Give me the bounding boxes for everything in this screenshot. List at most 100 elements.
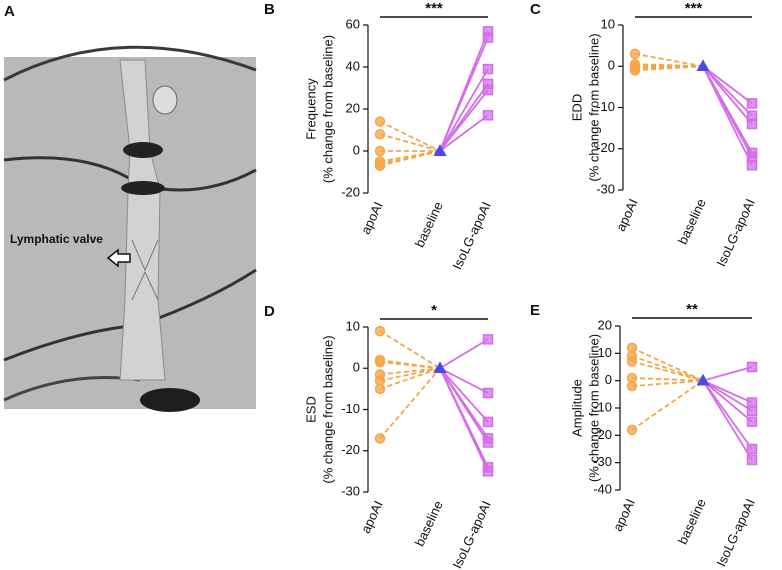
y-tick-label: -20 bbox=[341, 442, 360, 457]
point bbox=[374, 325, 386, 337]
pair-line bbox=[631, 355, 704, 382]
panel-letter: D bbox=[264, 303, 275, 320]
point bbox=[746, 118, 758, 130]
pair-line bbox=[631, 379, 704, 431]
pair-line bbox=[439, 89, 489, 152]
x-tick-label: IsoLG-apoAI bbox=[449, 199, 493, 271]
y-axis-label: ESD bbox=[303, 396, 318, 423]
significance: ** bbox=[686, 301, 698, 318]
y-tick-label: -30 bbox=[341, 483, 360, 498]
point bbox=[482, 466, 494, 477]
panel-letter: B bbox=[264, 1, 275, 18]
significance: *** bbox=[425, 0, 443, 17]
y-tick-label: -20 bbox=[341, 184, 360, 199]
x-tick-label: baseline bbox=[675, 496, 709, 546]
point bbox=[374, 160, 386, 171]
pair-line bbox=[439, 367, 489, 472]
point bbox=[746, 160, 758, 171]
point bbox=[626, 380, 638, 392]
y-tick-label: -20 bbox=[596, 140, 615, 155]
point bbox=[482, 416, 494, 428]
pair-line bbox=[702, 380, 753, 450]
annotation: Lymphatic valve bbox=[10, 232, 103, 246]
pair-line bbox=[439, 367, 489, 443]
point bbox=[696, 59, 710, 71]
point bbox=[374, 433, 386, 444]
point bbox=[746, 416, 758, 427]
point bbox=[626, 356, 638, 367]
significance: *** bbox=[685, 0, 703, 17]
y-tick-label: 0 bbox=[605, 372, 612, 387]
pair-line bbox=[439, 37, 489, 152]
y-tick-label: 20 bbox=[346, 100, 360, 115]
x-tick-label: apoAI bbox=[613, 196, 641, 233]
point bbox=[626, 424, 638, 436]
y-axis-label: EDD bbox=[569, 94, 584, 121]
y-tick-label: 20 bbox=[598, 317, 612, 332]
y-tick-label: -30 bbox=[593, 454, 612, 469]
y-axis-label: (% change from baseline) bbox=[586, 334, 601, 482]
pair-line bbox=[631, 379, 704, 388]
pair-line bbox=[702, 379, 753, 404]
panel-letter: E bbox=[530, 302, 540, 319]
point bbox=[482, 334, 494, 345]
x-tick-label: baseline bbox=[412, 199, 446, 249]
y-tick-label: 0 bbox=[353, 360, 360, 375]
pair-line bbox=[439, 338, 489, 370]
y-axis-label: (% change from baseline) bbox=[320, 35, 335, 183]
y-tick-label: 0 bbox=[353, 142, 360, 157]
x-tick-label: baseline bbox=[675, 196, 709, 246]
y-tick-label: -10 bbox=[593, 399, 612, 414]
panel-letter: A bbox=[4, 3, 15, 20]
pair-line bbox=[702, 65, 753, 125]
y-tick-label: 0 bbox=[608, 58, 615, 73]
point bbox=[746, 361, 758, 373]
point bbox=[374, 116, 386, 127]
point bbox=[482, 32, 494, 43]
point bbox=[482, 437, 494, 448]
point bbox=[696, 374, 710, 386]
pair-line bbox=[379, 133, 441, 152]
y-tick-label: 10 bbox=[346, 318, 360, 333]
y-tick-label: -40 bbox=[593, 481, 612, 496]
pair-line bbox=[379, 330, 441, 370]
pair-line bbox=[379, 367, 441, 376]
y-tick-label: -10 bbox=[596, 99, 615, 114]
pair-line bbox=[379, 120, 441, 152]
pair-line bbox=[379, 367, 441, 382]
point bbox=[482, 63, 494, 75]
x-tick-label: apoAI bbox=[610, 496, 638, 533]
x-tick-label: IsoLG-apoAI bbox=[449, 498, 493, 570]
x-tick-label: IsoLG-apoAI bbox=[713, 196, 757, 268]
y-tick-label: -20 bbox=[593, 427, 612, 442]
x-tick-label: IsoLG-apoAI bbox=[713, 496, 757, 568]
y-axis-label: Frequency bbox=[303, 78, 318, 140]
point bbox=[746, 98, 758, 109]
x-tick-label: baseline bbox=[412, 498, 446, 548]
pair-line bbox=[631, 347, 704, 382]
pair-line bbox=[631, 377, 704, 382]
pair-line bbox=[439, 114, 489, 152]
pair-line bbox=[439, 367, 489, 394]
point bbox=[482, 84, 494, 96]
point bbox=[746, 443, 758, 455]
pair-line bbox=[702, 379, 753, 412]
x-tick-label: apoAI bbox=[358, 199, 386, 236]
pair-line bbox=[702, 379, 753, 423]
panel-letter: C bbox=[530, 1, 541, 18]
point bbox=[629, 48, 641, 60]
x-tick-label: apoAI bbox=[358, 498, 386, 535]
y-axis-label: (% change from baseline) bbox=[586, 33, 601, 181]
pair-line bbox=[379, 150, 441, 167]
y-tick-label: 60 bbox=[346, 16, 360, 31]
point bbox=[629, 61, 641, 72]
pair-line bbox=[439, 367, 489, 423]
pair-line bbox=[631, 360, 704, 382]
point bbox=[746, 405, 758, 416]
y-tick-label: -10 bbox=[341, 401, 360, 416]
point bbox=[374, 145, 386, 157]
micrograph bbox=[3, 45, 257, 412]
point bbox=[433, 144, 447, 156]
pair-line bbox=[439, 68, 489, 152]
significance: * bbox=[431, 302, 437, 319]
